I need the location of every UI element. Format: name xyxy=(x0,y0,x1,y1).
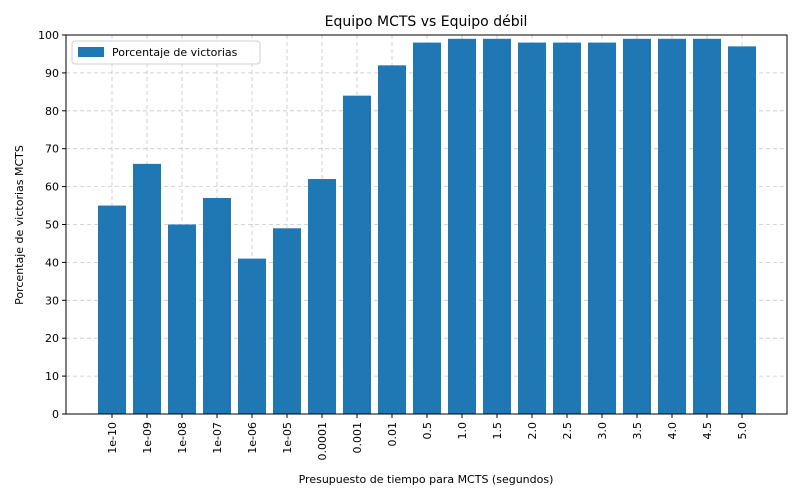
bar-1e-09 xyxy=(133,163,161,414)
x-tick-label: 1e-09 xyxy=(141,422,154,454)
bar-0.5 xyxy=(413,42,441,415)
bar-0.01 xyxy=(378,65,406,414)
y-tick-label: 50 xyxy=(45,219,59,232)
bar-3.0 xyxy=(588,42,616,415)
x-tick-label: 3.0 xyxy=(596,422,609,440)
y-tick-label: 80 xyxy=(45,105,59,118)
y-tick-label: 30 xyxy=(45,294,59,307)
y-axis-label: Porcentaje de victorias MCTS xyxy=(13,145,26,305)
bars-layer xyxy=(98,38,756,415)
legend: Porcentaje de victorias xyxy=(71,40,261,65)
x-axis: 1e-10 1e-09 1e-08 1e-07 1e-06 1e-05 0.0001 0.00… xyxy=(106,414,749,461)
bar-2.5 xyxy=(553,42,581,415)
x-tick-label: 4.0 xyxy=(666,422,679,440)
x-tick-label: 0.001 xyxy=(351,422,364,454)
y-tick-label: 40 xyxy=(45,256,59,269)
x-tick-label: 0.01 xyxy=(386,422,399,447)
x-tick-label: 0.0001 xyxy=(316,422,329,461)
x-tick-label: 1.0 xyxy=(456,422,469,440)
bar-0.001 xyxy=(343,95,371,414)
y-tick-label: 70 xyxy=(45,143,59,156)
x-tick-label: 2.0 xyxy=(526,422,539,440)
legend-swatch xyxy=(78,47,104,57)
bar-0.0001 xyxy=(308,179,336,414)
x-tick-label: 0.5 xyxy=(421,422,434,440)
x-tick-label: 1e-06 xyxy=(246,422,259,454)
y-tick-label: 20 xyxy=(45,332,59,345)
y-tick-label: 100 xyxy=(38,29,59,42)
x-tick-label: 4.5 xyxy=(701,422,714,440)
x-tick-label: 1e-07 xyxy=(211,422,224,454)
x-tick-label: 5.0 xyxy=(736,422,749,440)
x-tick-label: 1e-05 xyxy=(281,422,294,454)
x-tick-label: 1e-10 xyxy=(106,422,119,454)
y-axis: 0 10 20 30 40 50 60 70 80 90 100 xyxy=(38,29,66,421)
x-tick-label: 1e-08 xyxy=(176,422,189,454)
bar-1e-06 xyxy=(238,258,266,414)
bar-1e-05 xyxy=(273,228,301,414)
y-tick-label: 90 xyxy=(45,67,59,80)
bar-1.0 xyxy=(448,38,476,414)
y-tick-label: 10 xyxy=(45,370,59,383)
x-tick-label: 1.5 xyxy=(491,422,504,440)
bar-1e-08 xyxy=(168,224,196,414)
bar-5.0 xyxy=(728,46,756,415)
bar-2.0 xyxy=(518,42,546,415)
bar-4.0 xyxy=(658,38,686,414)
y-tick-label: 60 xyxy=(45,181,59,194)
legend-box xyxy=(71,40,261,65)
x-axis-label: Presupuesto de tiempo para MCTS (segundo… xyxy=(299,473,554,486)
x-tick-label: 3.5 xyxy=(631,422,644,440)
y-tick-label: 0 xyxy=(52,408,59,421)
bar-1.5 xyxy=(483,38,511,414)
bar-1e-07 xyxy=(203,197,231,414)
legend-label: Porcentaje de victorias xyxy=(112,46,238,59)
bar-4.5 xyxy=(693,38,721,414)
chart-title: Equipo MCTS vs Equipo débil xyxy=(325,14,528,30)
bar-3.5 xyxy=(623,38,651,414)
bar-1e-10 xyxy=(98,205,126,414)
x-tick-label: 2.5 xyxy=(561,422,574,440)
